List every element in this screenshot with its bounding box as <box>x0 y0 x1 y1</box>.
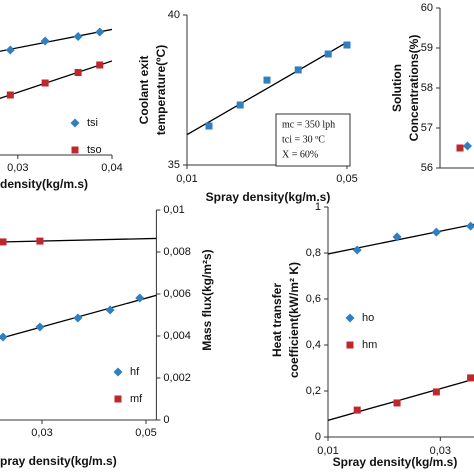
point <box>393 399 401 407</box>
y-axis-label: coefficient(kW/m² K) <box>287 262 301 378</box>
y2-axis-label: Mass flux(kg/m²s) <box>200 249 214 350</box>
point <box>324 50 332 58</box>
y-tick-label: 40 <box>168 9 180 21</box>
panel: 0,01 0,03 0 0,2 0,4 0,6 0,8 1 Spray density(kg/m… <box>270 201 474 469</box>
trendline <box>0 237 157 243</box>
legend-label: hf <box>130 366 140 378</box>
annotation: mc = 350 lph <box>282 119 335 130</box>
annotation: X = 60% <box>282 149 318 160</box>
trendline <box>0 60 112 100</box>
point <box>236 101 244 109</box>
legend-label: hm <box>362 339 377 351</box>
point <box>74 69 82 76</box>
legend-marker <box>113 367 123 377</box>
point <box>35 322 45 332</box>
x-tick-label: 0,05 <box>135 427 156 439</box>
point <box>467 374 474 382</box>
point <box>95 27 105 37</box>
point <box>466 221 474 231</box>
annotation: tci = 30 ºC <box>282 134 325 145</box>
legend-label: mf <box>130 393 143 405</box>
annotation-box <box>275 113 351 167</box>
y-axis-label: Coolant exit <box>137 56 151 125</box>
y-tick-label: 0,6 <box>306 293 321 305</box>
point <box>6 91 14 99</box>
y-tick-label: 56 <box>421 162 433 174</box>
panel: 0,01 0,05 35 40 Spray density(kg/m.s) Coolant… <box>137 9 358 204</box>
legend-marker <box>346 341 354 349</box>
point <box>135 293 145 303</box>
y2-tick-label: 0,01 <box>163 204 184 216</box>
legend-marker <box>114 395 122 403</box>
x-axis-label: density(kg/m.s) <box>0 177 88 191</box>
y-tick-label: 59 <box>421 42 433 54</box>
x-tick-label: 0,01 <box>176 173 197 185</box>
y-tick-label: 35 <box>168 159 180 171</box>
trendline <box>0 28 112 52</box>
x-tick-label: 0,03 <box>31 427 52 439</box>
legend-marker <box>70 118 80 128</box>
trendline <box>328 378 474 421</box>
y2-tick-label: 0,008 <box>163 246 191 258</box>
point <box>73 313 83 323</box>
y-tick-label: 58 <box>421 82 433 94</box>
point <box>431 227 441 237</box>
legend-label: ho <box>362 312 374 324</box>
legend-marker <box>345 313 355 323</box>
y-tick-label: 60 <box>421 2 433 14</box>
trendline <box>328 223 474 255</box>
point <box>432 388 440 396</box>
trendline <box>0 294 157 340</box>
x-tick-label: 0,04 <box>101 162 122 174</box>
y-tick-label: 57 <box>421 122 433 134</box>
y-tick-label: 0 <box>315 431 321 443</box>
point <box>343 41 351 49</box>
panel: 56 57 58 59 60 Solution Concentrations(%) <box>390 2 474 174</box>
point <box>456 144 464 152</box>
x-tick-label: 0,05 <box>336 173 357 185</box>
y-tick-label: 1 <box>315 201 321 213</box>
x-axis-label: pray density(kg/m.s) <box>0 454 117 468</box>
x-axis-label: Spray density(kg/m.s) <box>333 455 458 469</box>
point <box>36 237 44 245</box>
point <box>463 141 472 151</box>
x-tick-label: 0,03 <box>7 162 28 174</box>
y-axis-label: Heat transfer <box>270 283 284 357</box>
point <box>105 305 115 315</box>
point <box>0 332 8 342</box>
point <box>205 122 213 130</box>
legend-label: tsi <box>87 117 98 129</box>
point <box>352 245 362 255</box>
panel: 0,03 0,04 density(kg/m.s) tsi tso <box>0 27 123 191</box>
y-tick-label: 0,2 <box>306 385 321 397</box>
y-axis-label: temperature(ºC) <box>154 45 168 135</box>
y2-tick-label: 0,002 <box>163 372 191 384</box>
point <box>353 406 361 414</box>
point <box>41 79 49 87</box>
point <box>0 238 7 246</box>
point <box>392 232 402 242</box>
legend-label: tso <box>87 144 102 156</box>
y2-tick-label: 0 <box>163 414 169 426</box>
y-axis-label: Concentrations(%) <box>407 35 421 142</box>
y-tick-label: 0,8 <box>306 247 321 259</box>
point <box>96 61 104 69</box>
y-axis-label: Solution <box>390 64 404 112</box>
x-tick-label: 0,03 <box>430 445 451 457</box>
point <box>294 66 302 74</box>
trendline <box>187 41 347 136</box>
point <box>263 76 271 84</box>
point <box>5 45 15 55</box>
y-tick-label: 0,4 <box>306 339 321 351</box>
x-tick-label: 0,01 <box>317 445 338 457</box>
legend-marker <box>71 146 79 154</box>
point <box>73 32 83 41</box>
x-axis-label: Spray density(kg/m.s) <box>206 190 331 204</box>
point <box>40 36 50 46</box>
y2-tick-label: 0,004 <box>163 330 191 342</box>
panel: 0,03 0,05 0,01 0,008 0,006 0,004 0,002 0 pray de… <box>0 204 214 468</box>
y2-tick-label: 0,006 <box>163 288 191 300</box>
